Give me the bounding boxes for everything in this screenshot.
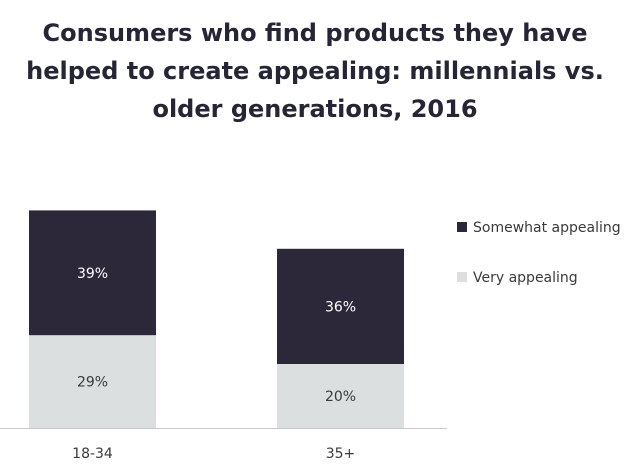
bar-somewhat-appealing-18-34 bbox=[29, 210, 156, 336]
data-label-very-appealing-18-34: 29% bbox=[77, 375, 108, 391]
x-tick-label-35+: 35+ bbox=[326, 446, 356, 462]
legend-swatch-somewhat-appealing bbox=[457, 222, 467, 232]
legend-label-somewhat-appealing: Somewhat appealing bbox=[473, 220, 621, 236]
data-label-somewhat-appealing-18-34: 39% bbox=[77, 266, 108, 282]
chart-title: Consumers who find products they have he… bbox=[0, 14, 630, 128]
chart-title-line-1: Consumers who find products they have bbox=[42, 19, 588, 47]
x-tick-label-18-34: 18-34 bbox=[72, 446, 113, 462]
bar-very-appealing-35+ bbox=[277, 364, 404, 428]
chart-title-line-3: older generations, 2016 bbox=[152, 95, 478, 123]
data-label-somewhat-appealing-35+: 36% bbox=[325, 299, 356, 315]
bar-very-appealing-18-34 bbox=[29, 335, 156, 428]
legend-label-very-appealing: Very appealing bbox=[473, 270, 578, 286]
legend-swatch-very-appealing bbox=[457, 272, 467, 282]
chart-title-line-2: helped to create appealing: millennials … bbox=[26, 57, 604, 85]
data-label-very-appealing-35+: 20% bbox=[325, 389, 356, 405]
bar-somewhat-appealing-35+ bbox=[277, 248, 404, 364]
